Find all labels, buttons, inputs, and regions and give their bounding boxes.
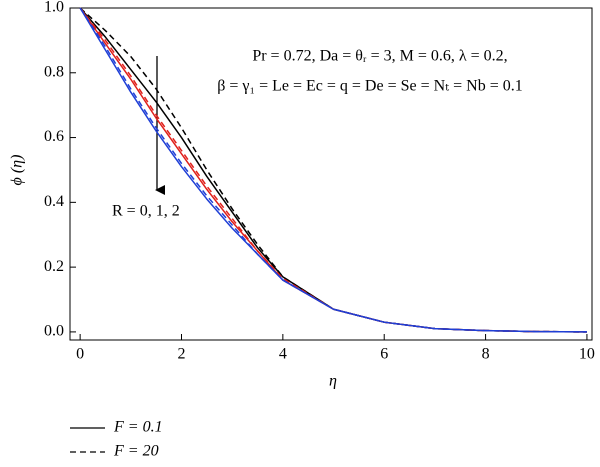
y-axis-label: ϕ (η) bbox=[9, 155, 26, 186]
line bbox=[79, 7, 587, 333]
y-tick-label: 0.2 bbox=[44, 258, 64, 275]
y-tick-label: 1.0 bbox=[44, 0, 64, 16]
x-tick-label: 10 bbox=[579, 346, 595, 363]
legend-label: F = 0.1 bbox=[113, 419, 163, 436]
annotation: β = γ₁ = Le = Ec = q = De = Se = Nₜ = Nb… bbox=[217, 78, 522, 95]
x-tick-label: 2 bbox=[177, 346, 185, 363]
legend-label: F = 20 bbox=[113, 443, 159, 460]
y-tick-label: 0.0 bbox=[44, 323, 64, 340]
y-tick-label: 0.8 bbox=[44, 63, 64, 80]
x-tick-label: 4 bbox=[279, 346, 287, 363]
x-axis-label: η bbox=[329, 373, 337, 390]
x-tick-label: 0 bbox=[76, 346, 84, 363]
plot-frame bbox=[69, 7, 593, 341]
y-tick-label: 0.6 bbox=[44, 128, 64, 145]
x-tick-label: 6 bbox=[380, 346, 388, 363]
y-tick-label: 0.4 bbox=[44, 193, 64, 210]
x-tick-label: 8 bbox=[482, 346, 490, 363]
annotation: Pr = 0.72, Da = θᵣ = 3, M = 0.6, λ = 0.2… bbox=[252, 48, 507, 65]
annotation: R = 0, 1, 2 bbox=[112, 203, 180, 220]
